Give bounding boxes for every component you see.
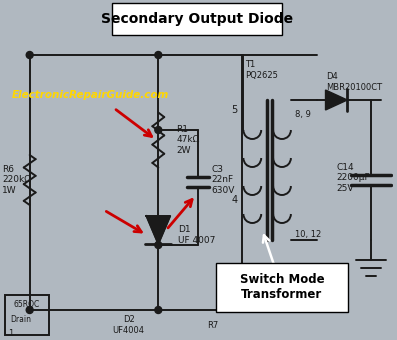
Text: Switch Mode
Transformer: Switch Mode Transformer [240, 273, 324, 301]
Text: ElectronicRepairGuide.com: ElectronicRepairGuide.com [12, 90, 169, 100]
Text: 10, 12: 10, 12 [295, 231, 321, 239]
Circle shape [26, 306, 33, 313]
Text: Drain: Drain [10, 316, 31, 324]
Text: 2: 2 [231, 285, 237, 295]
Text: R1
47kΩ
2W: R1 47kΩ 2W [176, 125, 199, 155]
Text: 8, 9: 8, 9 [295, 110, 311, 119]
Circle shape [155, 306, 162, 313]
Text: 5: 5 [231, 105, 237, 115]
Text: 4: 4 [231, 195, 237, 205]
Text: R7: R7 [207, 321, 218, 329]
Text: D1
UF 4007: D1 UF 4007 [178, 225, 216, 245]
Text: C3
22nF
630V: C3 22nF 630V [212, 165, 235, 195]
Text: Secondary Output Diode: Secondary Output Diode [101, 12, 293, 26]
Text: D4
MBR20100CT: D4 MBR20100CT [326, 72, 383, 92]
Polygon shape [326, 90, 347, 110]
Polygon shape [146, 216, 170, 244]
Text: 65RQC: 65RQC [13, 300, 40, 309]
Circle shape [26, 51, 33, 58]
FancyBboxPatch shape [112, 3, 282, 35]
Text: R6
220kΩ
1W: R6 220kΩ 1W [2, 165, 31, 195]
Circle shape [155, 241, 162, 249]
Text: C14
2200μF
25V: C14 2200μF 25V [336, 163, 370, 193]
Text: T1
PQ2625: T1 PQ2625 [245, 60, 278, 80]
FancyBboxPatch shape [216, 263, 348, 312]
Text: D2
UF4004: D2 UF4004 [113, 315, 145, 335]
Circle shape [155, 126, 162, 134]
Bar [5, 295, 50, 335]
Circle shape [155, 51, 162, 58]
Text: 1: 1 [8, 328, 13, 338]
